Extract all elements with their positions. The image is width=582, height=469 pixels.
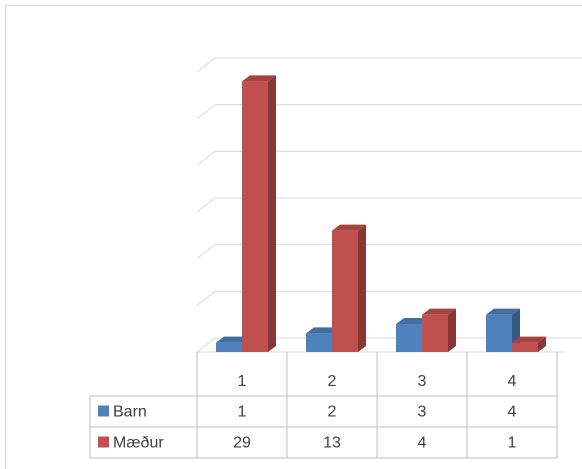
grid-line bbox=[196, 244, 582, 260]
legend-key bbox=[98, 405, 109, 417]
table-value: 13 bbox=[323, 435, 341, 452]
bar bbox=[242, 81, 268, 352]
x-tick-label: 2 bbox=[328, 373, 337, 390]
grid-line bbox=[196, 337, 582, 353]
table-value: 3 bbox=[418, 404, 427, 421]
bar-top bbox=[242, 75, 276, 82]
x-tick-label: 4 bbox=[508, 373, 517, 390]
grid-line bbox=[196, 197, 582, 213]
bar bbox=[396, 324, 422, 352]
table-value: 2 bbox=[328, 404, 337, 421]
table-value: 29 bbox=[233, 435, 251, 452]
legend-label: Mæður bbox=[113, 435, 164, 452]
bar-side bbox=[448, 308, 456, 352]
bar bbox=[512, 342, 538, 352]
bar-side bbox=[268, 75, 276, 352]
bar-top bbox=[396, 318, 430, 324]
table-value: 1 bbox=[508, 435, 517, 452]
bar-top bbox=[486, 308, 520, 315]
x-tick-label: 1 bbox=[238, 373, 247, 390]
bar-top bbox=[512, 336, 546, 343]
bar bbox=[422, 314, 448, 352]
x-tick-label: 3 bbox=[418, 373, 427, 390]
bar bbox=[216, 342, 242, 352]
bar-top bbox=[422, 308, 456, 315]
table-value: 1 bbox=[238, 404, 247, 421]
bar-side bbox=[358, 224, 366, 352]
bar bbox=[306, 333, 332, 352]
bar-top bbox=[306, 327, 340, 334]
grid-line bbox=[196, 150, 582, 166]
bar-top bbox=[216, 336, 250, 343]
bar-top bbox=[332, 224, 366, 231]
grid-line bbox=[196, 290, 582, 306]
grid-line bbox=[196, 57, 582, 73]
bar bbox=[332, 230, 358, 352]
grid-line bbox=[196, 104, 582, 120]
table-value: 4 bbox=[508, 404, 517, 421]
bar bbox=[486, 314, 512, 352]
legend-key bbox=[98, 436, 109, 448]
bar-side bbox=[538, 336, 546, 352]
table-value: 4 bbox=[418, 435, 427, 452]
chart-area bbox=[5, 5, 582, 469]
legend-label: Barn bbox=[113, 404, 147, 421]
